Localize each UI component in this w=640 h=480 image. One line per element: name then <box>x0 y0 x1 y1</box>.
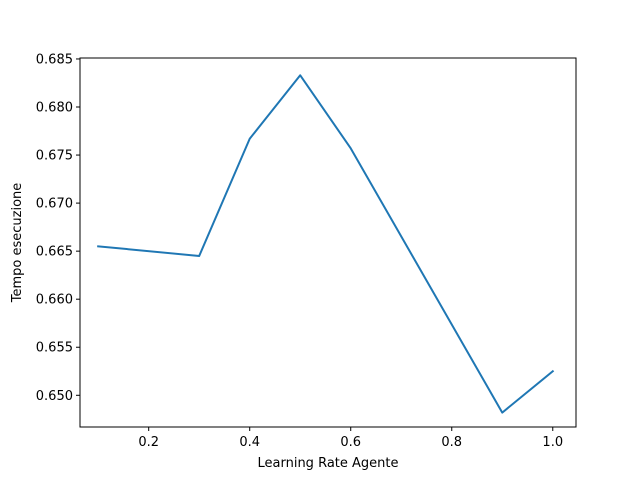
y-tick-label: 0.660 <box>36 293 73 308</box>
axes-frame <box>79 57 577 428</box>
x-tick-label: 0.8 <box>441 435 462 450</box>
x-axis: 0.2 0.4 0.6 0.8 1.0 <box>138 427 563 450</box>
x-tick-label: 0.2 <box>138 435 159 450</box>
y-tick-label: 0.675 <box>36 149 73 164</box>
y-axis-label: Tempo esecuzione <box>10 183 25 304</box>
y-tick-label: 0.670 <box>36 197 73 212</box>
x-axis-label: Learning Rate Agente <box>258 456 399 471</box>
x-tick-label: 0.6 <box>340 435 361 450</box>
plot-area <box>97 74 555 414</box>
y-tick-label: 0.685 <box>36 52 73 67</box>
x-tick-label: 1.0 <box>542 435 563 450</box>
y-tick-label: 0.655 <box>36 341 73 356</box>
x-tick-label: 0.4 <box>239 435 260 450</box>
y-tick-label: 0.650 <box>36 389 73 404</box>
y-tick-label: 0.680 <box>36 101 73 116</box>
y-tick-label: 0.665 <box>36 245 73 260</box>
series-line <box>97 74 555 414</box>
y-axis: 0.650 0.655 0.660 0.665 0.670 0.675 0.680 0.685 <box>36 52 80 404</box>
